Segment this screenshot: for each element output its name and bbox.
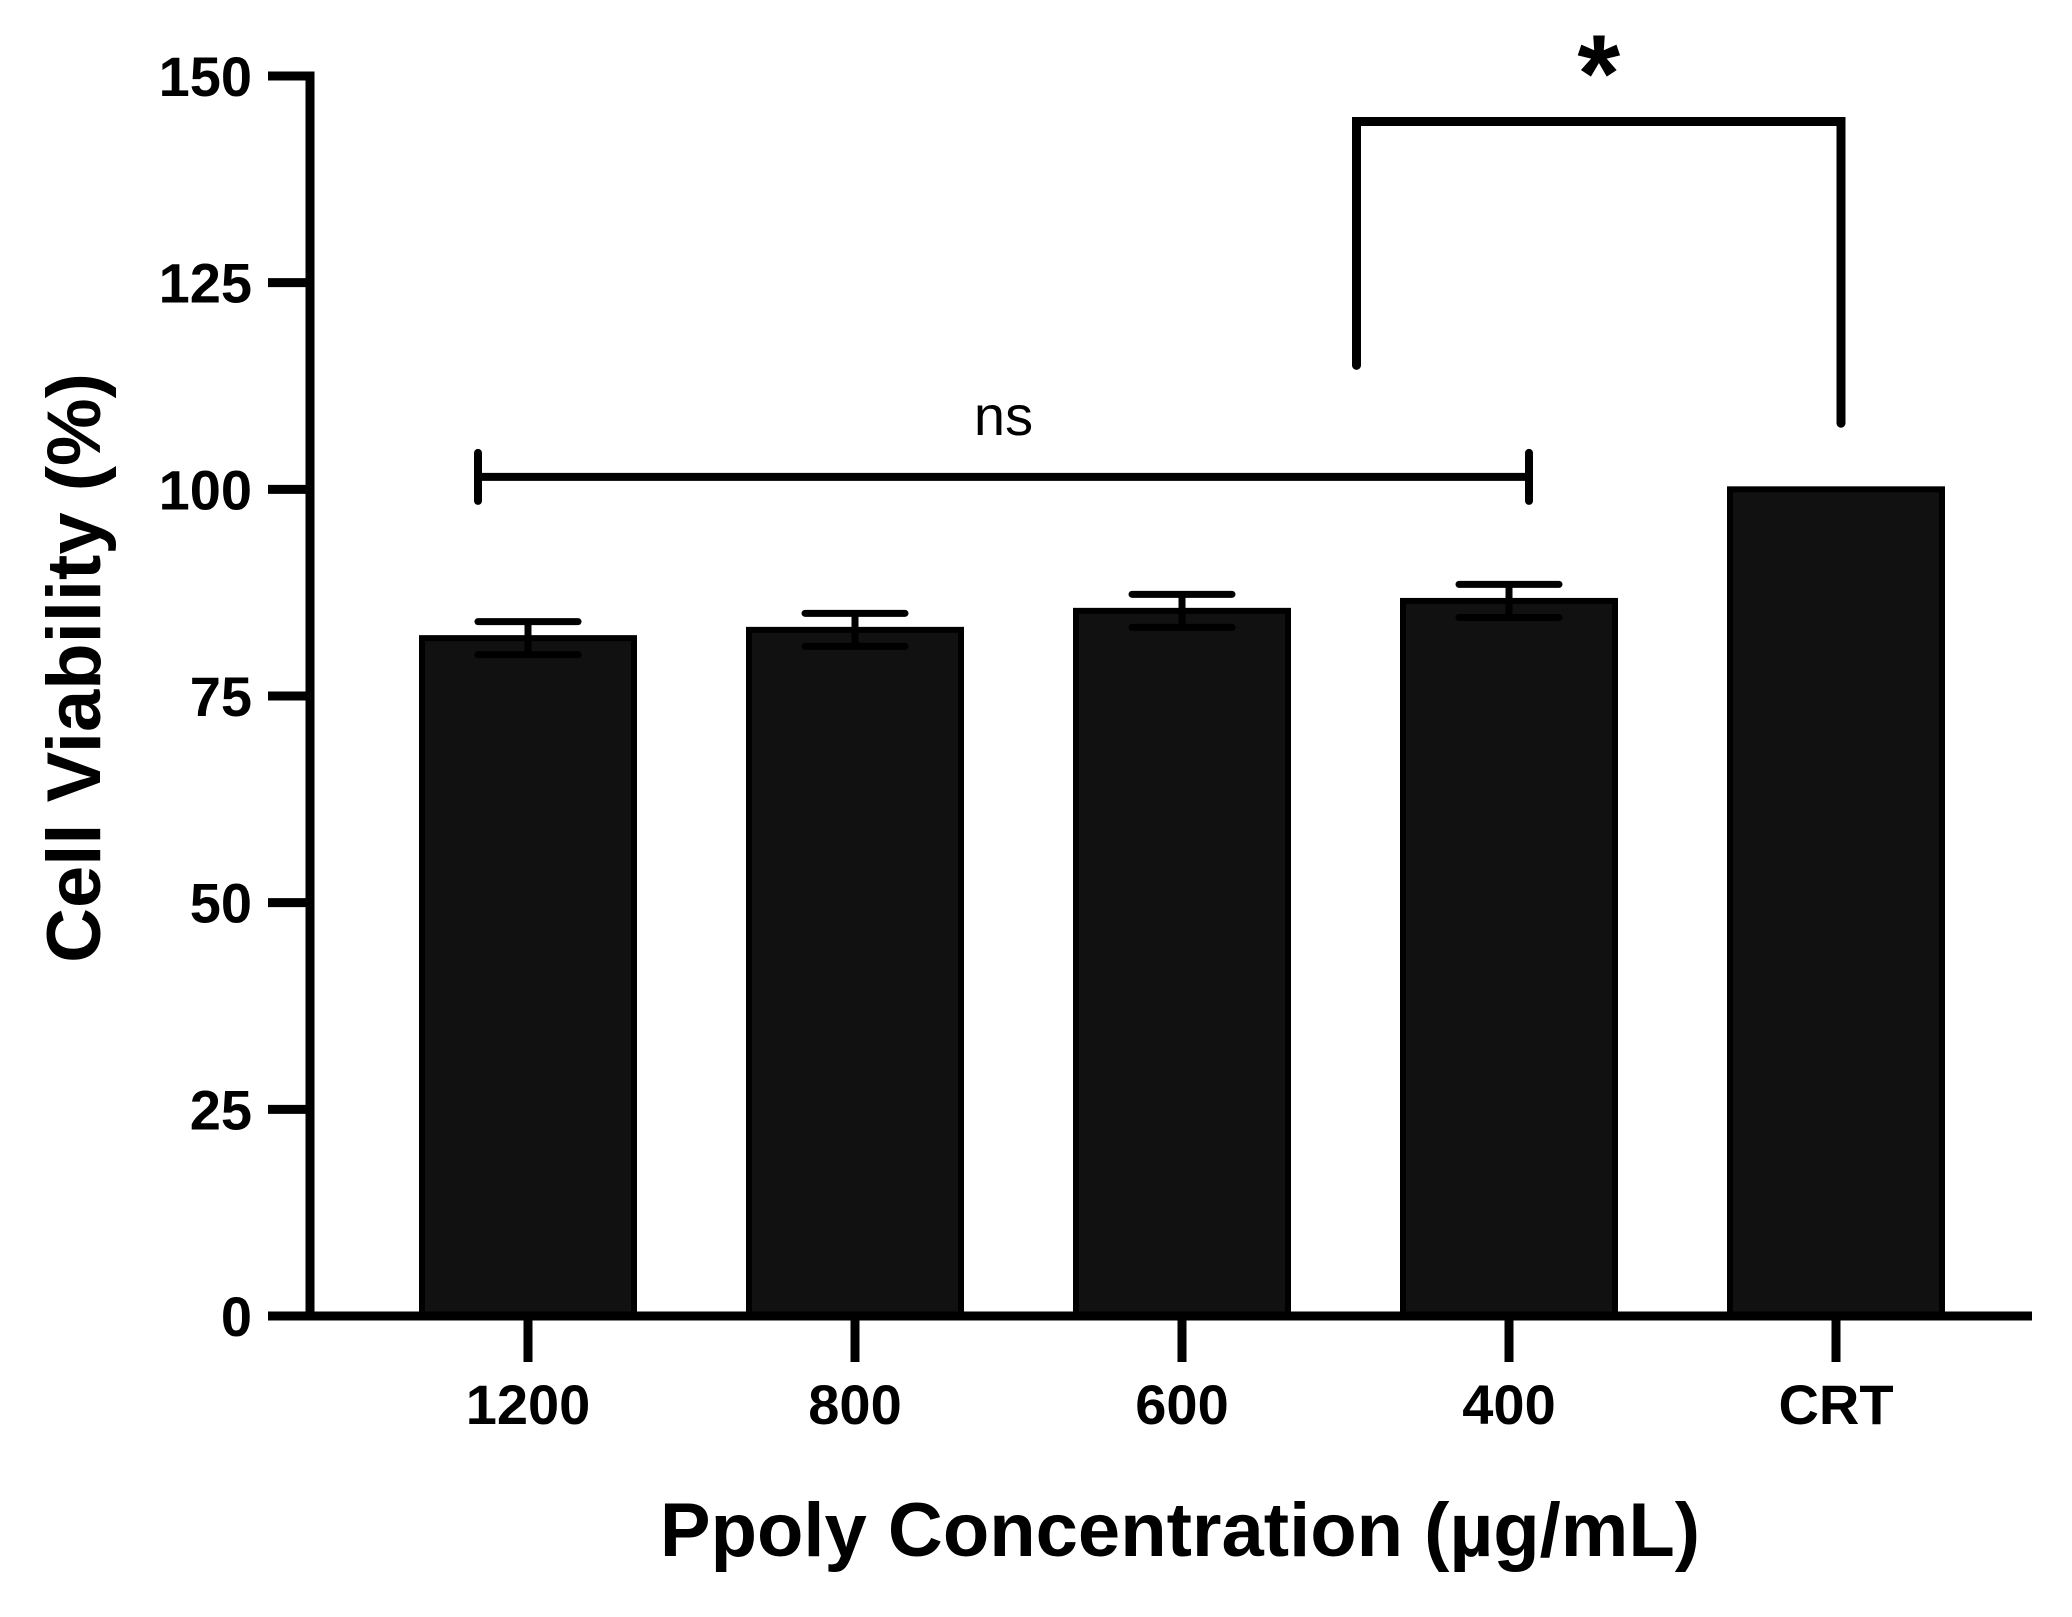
x-ticks-group: 1200 800 600 400 CRT (466, 1316, 1894, 1436)
x-tick-label: 600 (1135, 1373, 1228, 1436)
significance-annotations: ns * (474, 12, 1846, 505)
bar-crt (1727, 486, 1945, 1320)
bars-group (419, 486, 1945, 1320)
y-tick-label: 125 (159, 252, 252, 315)
y-tick-label: 50 (190, 872, 252, 935)
y-tick-label: 25 (190, 1078, 252, 1141)
x-tick-label: 800 (808, 1373, 901, 1436)
significance-bracket (1352, 116, 1846, 428)
bar-600 (1073, 607, 1291, 1319)
bar-800 (746, 626, 964, 1319)
significance-star-label: * (1577, 12, 1620, 135)
ns-annotation-label: ns (974, 384, 1033, 447)
x-tick-label: 400 (1462, 1373, 1555, 1436)
y-tick-label: 100 (159, 458, 252, 521)
y-tick-label: 150 (159, 45, 252, 108)
bar-1200 (419, 635, 637, 1319)
y-tick-label: 75 (190, 665, 252, 728)
bar-400 (1400, 597, 1618, 1319)
y-tick-label: 0 (221, 1285, 252, 1348)
y-ticks-group: 0 25 50 75 100 125 150 (159, 45, 310, 1348)
y-axis-title: Cell Viability (%) (32, 373, 117, 963)
x-tick-label: 1200 (466, 1373, 591, 1436)
x-tick-label: CRT (1778, 1373, 1893, 1436)
x-axis-title: Ppoly Concentration (µg/mL) (660, 1488, 1700, 1573)
